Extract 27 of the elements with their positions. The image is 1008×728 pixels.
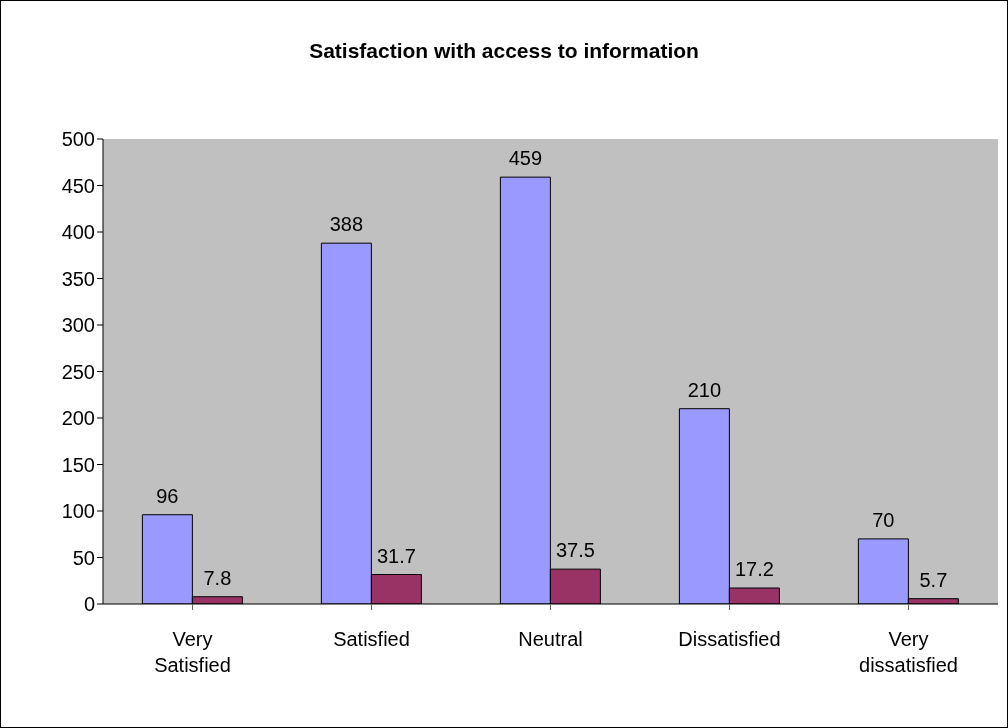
y-tick-label: 200 (61, 407, 95, 430)
chart-title: Satisfaction with access to information (308, 39, 700, 63)
y-tick-label: 500 (61, 128, 95, 151)
y-tick-label: 250 (61, 360, 95, 383)
y-tick-label: 150 (61, 453, 95, 476)
x-tick-label: Neutral (518, 628, 583, 650)
data-label: 459 (508, 147, 543, 170)
data-label: 31.7 (376, 544, 416, 567)
x-tick-label: Dissatisfied (678, 628, 781, 650)
data-label: 7.8 (203, 566, 232, 589)
y-tick-label: 400 (61, 221, 95, 244)
data-label: 70 (872, 508, 895, 531)
data-label: 96 (156, 484, 179, 507)
data-label: 5.7 (919, 568, 948, 591)
y-tick-label: 50 (72, 546, 95, 569)
data-label: 210 (687, 378, 722, 401)
y-tick-label: 350 (61, 267, 95, 290)
data-label: 388 (329, 213, 364, 236)
x-tick-label: Satisfied (333, 628, 410, 650)
x-tick-label: Very Satisfied (154, 628, 231, 676)
y-tick-label: 0 (83, 593, 95, 616)
x-tick-label: Very dissatisfied (859, 628, 958, 676)
data-label: 37.5 (555, 539, 595, 562)
data-label: 17.2 (734, 558, 774, 580)
y-tick-label: 100 (61, 500, 95, 523)
y-tick-label: 450 (61, 174, 95, 197)
y-tick-label: 300 (61, 314, 95, 337)
